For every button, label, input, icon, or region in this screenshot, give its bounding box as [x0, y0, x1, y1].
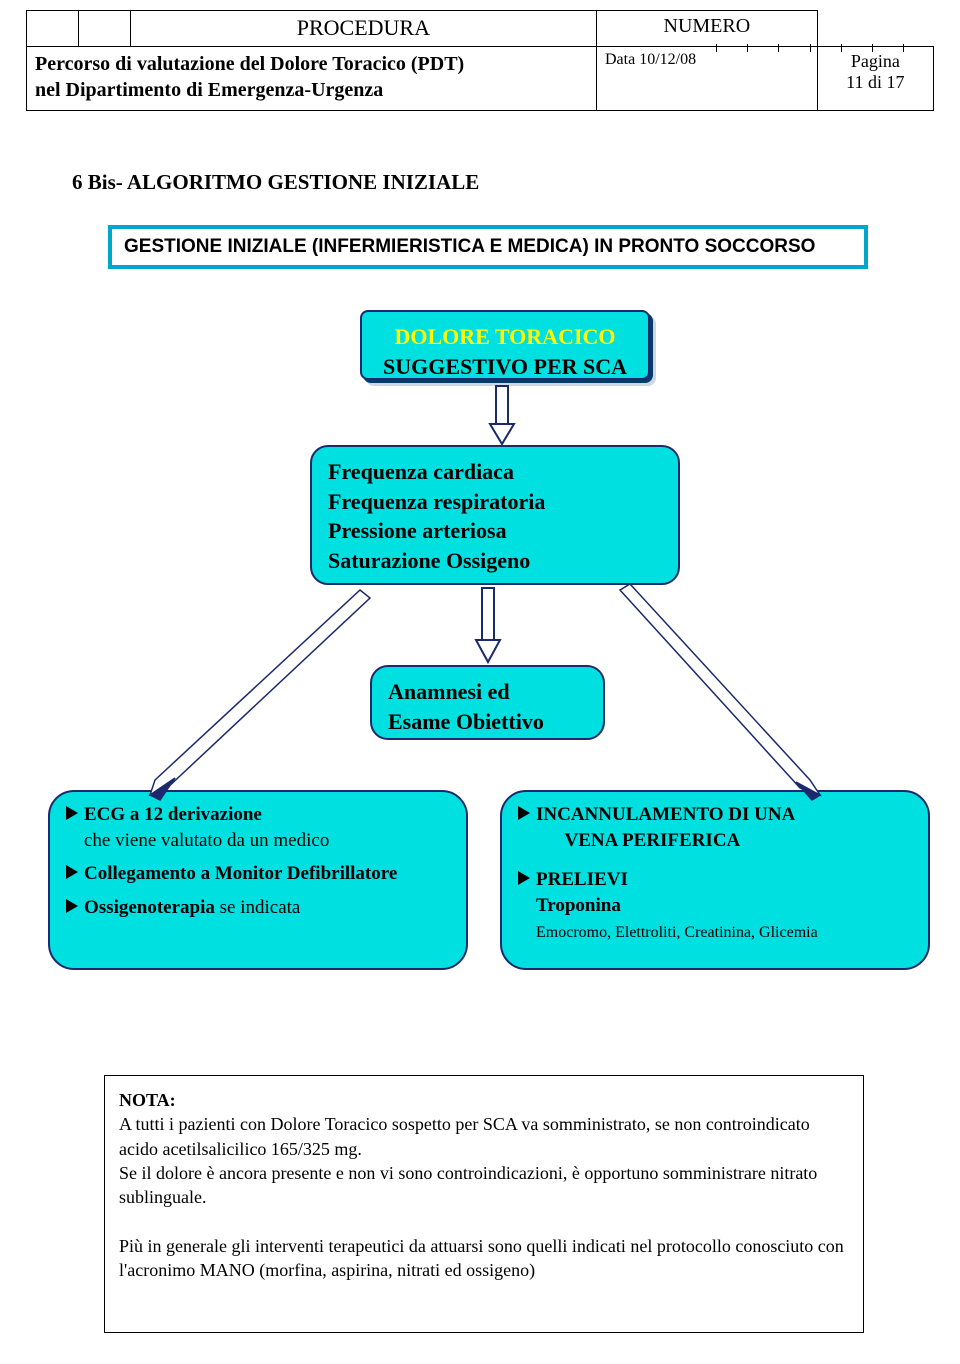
list-item: INCANNULAMENTO DI UNA VENA PERIFERICA	[518, 802, 912, 853]
list-item: Ossigenoterapia se indicata	[66, 895, 450, 921]
nota-label: NOTA:	[119, 1090, 176, 1110]
header-procedura: PROCEDURA	[130, 11, 596, 47]
right-action-0-bold: INCANNULAMENTO DI UNA	[536, 804, 795, 825]
node-vital-signs: Frequenza cardiaca Frequenza respiratori…	[310, 445, 680, 585]
header-title-line2: nel Dipartimento di Emergenza-Urgenza	[35, 79, 383, 101]
node-right-actions: INCANNULAMENTO DI UNA VENA PERIFERICA PR…	[500, 790, 930, 970]
header-pagina-label: Pagina	[851, 51, 900, 71]
vitals-line-2: Pressione arteriosa	[328, 516, 662, 546]
list-item: ECG a 12 derivazione che viene valutato d…	[66, 802, 450, 853]
section-heading: 6 Bis- ALGORITMO GESTIONE INIZIALE	[72, 170, 479, 195]
start-line1: DOLORE TORACICO	[394, 324, 615, 349]
bullet-icon	[66, 899, 84, 913]
gestione-iniziale-box: GESTIONE INIZIALE (INFERMIERISTICA E MED…	[108, 225, 868, 269]
header-title: Percorso di valutazione del Dolore Torac…	[27, 47, 597, 111]
left-action-1-bold: Collegamento a Monitor Defibrillatore	[84, 863, 397, 884]
bullet-icon	[66, 865, 84, 879]
right-action-1-sub: Troponina	[536, 895, 621, 916]
header-pagina: Pagina 11 di 17	[817, 47, 933, 111]
left-action-2-sub: se indicata	[220, 897, 301, 918]
left-action-2-bold: Ossigenoterapia	[84, 897, 220, 918]
nota-p1: A tutti i pazienti con Dolore Toracico s…	[119, 1114, 810, 1158]
node-dolore-toracico: DOLORE TORACICO SUGGESTIVO PER SCA	[360, 310, 650, 380]
vitals-line-0: Frequenza cardiaca	[328, 457, 662, 487]
right-action-1-sub2: Emocromo, Elettroliti, Creatinina, Glice…	[536, 924, 818, 941]
anam-line2: Esame Obiettivo	[388, 709, 544, 734]
header-data: Data 10/12/08	[597, 47, 818, 111]
list-item: Collegamento a Monitor Defibrillatore	[66, 861, 450, 887]
header-tick-marks	[686, 44, 934, 54]
nota-box: NOTA: A tutti i pazienti con Dolore Tora…	[104, 1075, 864, 1333]
anam-line1: Anamnesi ed	[388, 679, 510, 704]
node-left-actions: ECG a 12 derivazione che viene valutato d…	[48, 790, 468, 970]
left-action-0-bold: ECG a 12 derivazione	[84, 804, 262, 825]
bullet-icon	[66, 806, 84, 820]
right-action-1-bold: PRELIEVI	[536, 869, 628, 890]
list-item: PRELIEVI Troponina Emocromo, Elettroliti, …	[518, 867, 912, 944]
header-title-line1: Percorso di valutazione del Dolore Torac…	[35, 53, 464, 75]
header-numero: NUMERO	[597, 11, 818, 47]
left-action-0-sub: che viene valutato da un medico	[84, 830, 329, 851]
node-anamnesi: Anamnesi ed Esame Obiettivo	[370, 665, 605, 740]
bullet-icon	[518, 871, 536, 885]
nota-p2: Se il dolore è ancora presente e non vi …	[119, 1163, 817, 1207]
vitals-line-3: Saturazione Ossigeno	[328, 546, 662, 576]
bullet-icon	[518, 806, 536, 820]
header-table: PROCEDURA NUMERO Percorso di valutazione…	[26, 10, 934, 111]
right-action-0-sub: VENA PERIFERICA	[565, 830, 741, 851]
nota-p3: Più in generale gli interventi terapeuti…	[119, 1236, 844, 1280]
header-pagina-value: 11 di 17	[846, 72, 904, 92]
vitals-line-1: Frequenza respiratoria	[328, 487, 662, 517]
start-line2: SUGGESTIVO PER SCA	[383, 354, 627, 379]
